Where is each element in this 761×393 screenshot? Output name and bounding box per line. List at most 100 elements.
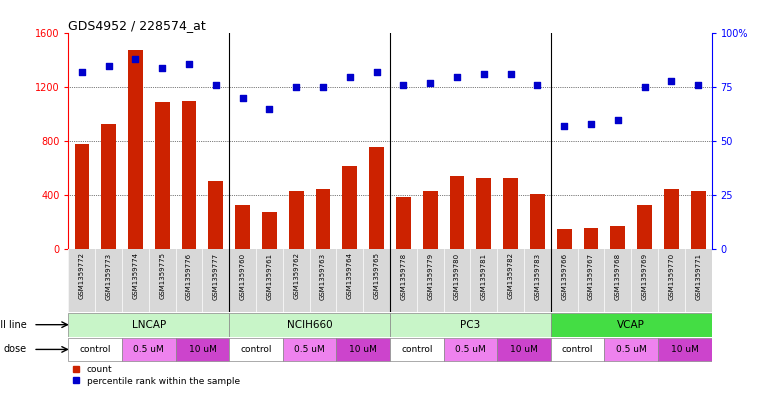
Bar — [101, 124, 116, 249]
Bar — [530, 194, 545, 249]
Text: control: control — [80, 345, 111, 354]
Bar — [584, 228, 598, 249]
Bar — [336, 338, 390, 361]
Text: NCIH660: NCIH660 — [287, 320, 333, 330]
Point — [103, 62, 115, 69]
Point — [397, 82, 409, 88]
Bar — [229, 313, 390, 336]
Bar — [75, 144, 89, 249]
Bar — [551, 313, 712, 336]
Text: GSM1359778: GSM1359778 — [400, 252, 406, 299]
Text: control: control — [562, 345, 594, 354]
Point — [612, 117, 624, 123]
Text: 0.5 uM: 0.5 uM — [295, 345, 325, 354]
Bar — [557, 229, 572, 249]
Bar — [691, 191, 705, 249]
Text: GSM1359775: GSM1359775 — [159, 252, 165, 299]
Text: GSM1359767: GSM1359767 — [588, 252, 594, 299]
Bar — [604, 338, 658, 361]
Point — [505, 71, 517, 77]
Text: GSM1359774: GSM1359774 — [132, 252, 139, 299]
Point — [156, 65, 168, 71]
Bar — [658, 338, 712, 361]
Text: GSM1359782: GSM1359782 — [508, 252, 514, 299]
Bar — [155, 102, 170, 249]
Legend: count, percentile rank within the sample: count, percentile rank within the sample — [73, 365, 240, 386]
Point — [263, 106, 275, 112]
Text: VCAP: VCAP — [617, 320, 645, 330]
Bar — [497, 338, 551, 361]
Text: cell line: cell line — [0, 320, 27, 330]
Point — [558, 123, 570, 129]
Bar — [369, 147, 384, 249]
Bar — [342, 166, 357, 249]
Text: GSM1359765: GSM1359765 — [374, 252, 380, 299]
Point — [531, 82, 543, 88]
Bar — [444, 338, 497, 361]
Bar — [182, 101, 196, 249]
Point — [371, 69, 383, 75]
Bar — [390, 313, 551, 336]
Bar — [209, 180, 223, 249]
Point — [692, 82, 704, 88]
Text: GDS4952 / 228574_at: GDS4952 / 228574_at — [68, 19, 206, 32]
Text: GSM1359779: GSM1359779 — [427, 252, 433, 299]
Bar — [68, 313, 229, 336]
Text: GSM1359769: GSM1359769 — [642, 252, 648, 299]
Text: PC3: PC3 — [460, 320, 480, 330]
Text: 10 uM: 10 uM — [349, 345, 377, 354]
Bar — [476, 178, 491, 249]
Point — [478, 71, 490, 77]
Text: 0.5 uM: 0.5 uM — [455, 345, 486, 354]
Bar — [316, 189, 330, 249]
Text: 0.5 uM: 0.5 uM — [616, 345, 647, 354]
Text: 10 uM: 10 uM — [670, 345, 699, 354]
Bar — [637, 205, 652, 249]
Bar — [68, 338, 122, 361]
Bar — [396, 197, 411, 249]
Text: dose: dose — [4, 344, 27, 354]
Text: GSM1359768: GSM1359768 — [615, 252, 621, 299]
Bar — [450, 176, 464, 249]
Point — [665, 78, 677, 84]
Text: GSM1359783: GSM1359783 — [534, 252, 540, 299]
Text: GSM1359772: GSM1359772 — [79, 252, 85, 299]
Text: control: control — [401, 345, 432, 354]
Point — [129, 56, 142, 62]
Point — [183, 61, 195, 67]
Bar — [610, 226, 625, 249]
Point — [424, 80, 436, 86]
Bar — [551, 338, 604, 361]
Text: 10 uM: 10 uM — [189, 345, 216, 354]
Text: GSM1359764: GSM1359764 — [347, 252, 353, 299]
Text: LNCAP: LNCAP — [132, 320, 166, 330]
Bar — [122, 338, 176, 361]
Text: GSM1359766: GSM1359766 — [561, 252, 567, 299]
Text: GSM1359773: GSM1359773 — [106, 252, 112, 299]
Bar — [390, 338, 444, 361]
Text: GSM1359777: GSM1359777 — [213, 252, 219, 299]
Point — [451, 73, 463, 80]
Text: GSM1359776: GSM1359776 — [186, 252, 192, 299]
Point — [585, 121, 597, 127]
Text: GSM1359761: GSM1359761 — [266, 252, 272, 299]
Bar — [262, 211, 277, 249]
Bar — [503, 178, 518, 249]
Point — [344, 73, 356, 80]
Point — [638, 84, 651, 90]
Bar — [128, 50, 143, 249]
Text: GSM1359781: GSM1359781 — [481, 252, 487, 299]
Text: 0.5 uM: 0.5 uM — [133, 345, 164, 354]
Text: 10 uM: 10 uM — [510, 345, 538, 354]
Text: GSM1359780: GSM1359780 — [454, 252, 460, 299]
Bar — [229, 338, 283, 361]
Text: GSM1359762: GSM1359762 — [293, 252, 299, 299]
Text: GSM1359763: GSM1359763 — [320, 252, 326, 299]
Text: GSM1359770: GSM1359770 — [668, 252, 674, 299]
Bar — [176, 338, 229, 361]
Bar — [289, 191, 304, 249]
Text: GSM1359771: GSM1359771 — [695, 252, 701, 299]
Text: GSM1359760: GSM1359760 — [240, 252, 246, 299]
Bar — [423, 191, 438, 249]
Bar — [664, 189, 679, 249]
